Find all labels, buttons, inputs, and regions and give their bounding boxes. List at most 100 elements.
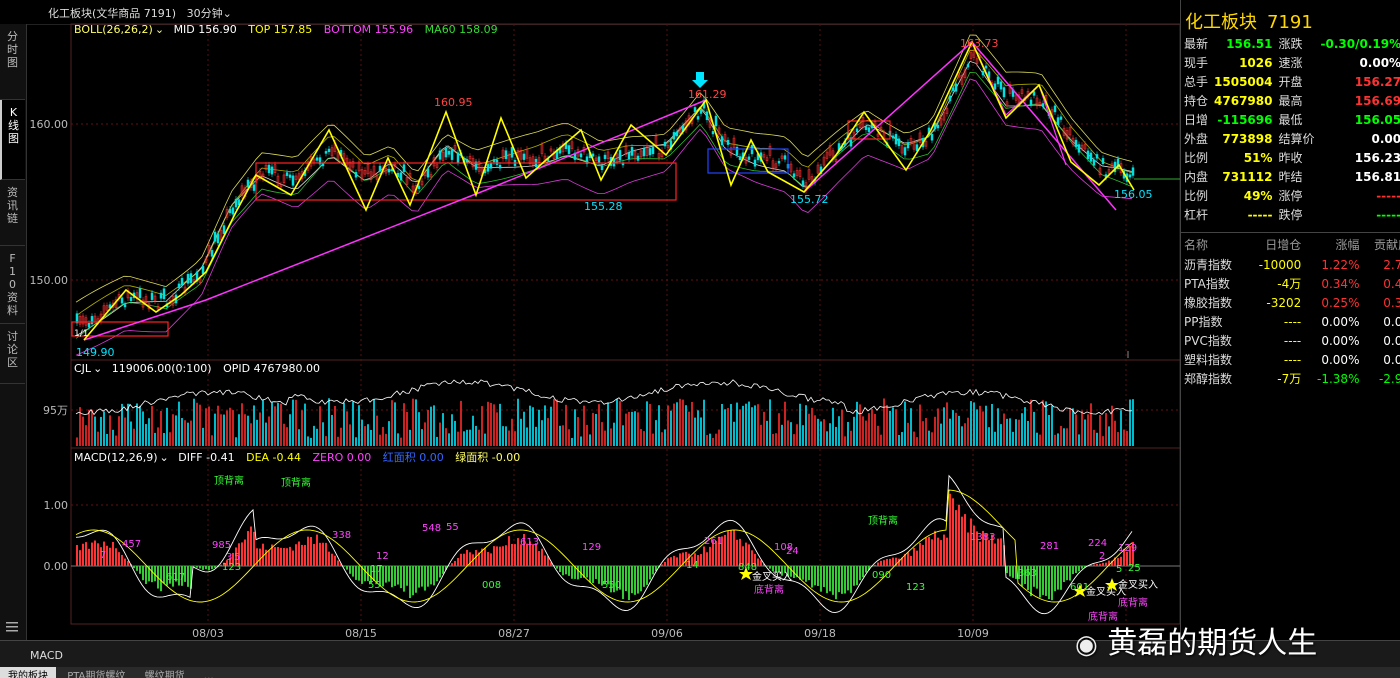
volume-bar xyxy=(484,434,486,446)
kline-chart[interactable]: 160.00 150.00 95万 1.00 0.00 08/03 08/15 … xyxy=(26,0,1180,640)
index-row[interactable]: 塑料指数----0.00%0.00 xyxy=(1181,350,1400,369)
x-tick: 09/06 xyxy=(651,627,683,640)
macd-bar xyxy=(388,566,390,582)
macd-bar xyxy=(115,548,117,566)
quote-row: 杠杆-----跌停----- xyxy=(1181,205,1400,224)
volume-bar xyxy=(838,416,840,446)
candle-body xyxy=(904,148,906,156)
candle-body xyxy=(190,274,192,283)
column-header[interactable]: 日增仓 xyxy=(1246,233,1304,256)
volume-bar xyxy=(622,425,624,446)
column-header[interactable]: 贡献度 xyxy=(1362,233,1400,256)
macd-bar xyxy=(505,545,507,566)
macd-bar xyxy=(1081,566,1083,569)
tab-discussion[interactable]: 讨论区 xyxy=(0,324,25,384)
candle-body xyxy=(121,298,123,303)
chevron-down-icon[interactable]: ⌄ xyxy=(93,362,102,375)
macd-signal: 顶背离 xyxy=(281,476,311,489)
index-chg: -1.38% xyxy=(1304,369,1362,388)
volume-bar xyxy=(559,426,561,446)
candle-body xyxy=(694,107,696,111)
candle-body xyxy=(217,234,219,243)
volume-bar xyxy=(688,412,690,446)
macd-red-area: 红面积 0.00 xyxy=(383,451,444,464)
candle-body xyxy=(247,180,249,187)
index-row[interactable]: 郑醇指数-7万-1.38%-2.94 xyxy=(1181,369,1400,388)
volume-bar xyxy=(1045,401,1047,446)
chevron-down-icon[interactable]: ⌄ xyxy=(160,451,169,464)
macd-bar xyxy=(853,566,855,586)
macd-bar xyxy=(874,565,876,566)
candle-body xyxy=(130,297,132,300)
macd-signal: 底背离 xyxy=(1118,596,1148,609)
volume-bar xyxy=(718,430,720,446)
volume-bar xyxy=(379,435,381,446)
volume-bar xyxy=(1018,420,1020,446)
volume-bar xyxy=(232,410,234,446)
macd-bar xyxy=(460,554,462,566)
volume-bar xyxy=(643,431,645,446)
index-row[interactable]: PVC指数----0.00%0.00 xyxy=(1181,331,1400,350)
tab-kline[interactable]: K线图 xyxy=(0,100,25,180)
macd-bar xyxy=(1057,566,1059,590)
volume-bar xyxy=(1078,434,1080,446)
macd-signal: 金叉买入 xyxy=(752,570,792,583)
macd-bar xyxy=(997,539,999,566)
volume-bar xyxy=(616,399,618,446)
volume-bar xyxy=(1039,435,1041,446)
candle-body xyxy=(721,137,723,145)
volume-bar xyxy=(856,402,858,446)
chevron-down-icon[interactable]: ⌄ xyxy=(155,23,164,36)
bottom-tab[interactable]: 螺纹期货 xyxy=(137,667,193,678)
tab-timeshare[interactable]: 分时图 xyxy=(0,24,25,100)
volume-bar xyxy=(1042,400,1044,446)
candle-body xyxy=(1132,168,1134,176)
macd-bar xyxy=(91,543,93,566)
macd-bar xyxy=(541,549,543,566)
index-inc: ---- xyxy=(1246,312,1304,331)
tab-news[interactable]: 资讯链 xyxy=(0,180,25,246)
macd-num: 55 xyxy=(368,580,381,591)
macd-bar xyxy=(397,566,399,585)
volume-bar xyxy=(664,429,666,446)
quote-title-name: 化工板块 xyxy=(1185,12,1257,33)
volume-bar xyxy=(781,425,783,446)
volume-bar xyxy=(532,407,534,446)
indicator-label[interactable]: MACD xyxy=(30,649,63,662)
band-line xyxy=(76,35,1132,302)
volume-bar xyxy=(325,436,327,446)
candle-body xyxy=(631,147,633,155)
volume-bar xyxy=(859,404,861,446)
volume-bar xyxy=(766,421,768,446)
index-row[interactable]: PTA指数-4万0.34%0.43 xyxy=(1181,274,1400,293)
volume-bar xyxy=(433,405,435,446)
macd-bar xyxy=(1042,566,1044,595)
column-header[interactable]: 名称 xyxy=(1181,233,1246,256)
volume-bar xyxy=(259,412,261,446)
index-name: PVC指数 xyxy=(1181,331,1246,350)
column-header[interactable]: 涨幅 xyxy=(1304,233,1362,256)
volume-bar xyxy=(742,406,744,446)
index-row[interactable]: PP指数----0.00%0.00 xyxy=(1181,312,1400,331)
volume-bar xyxy=(262,399,264,446)
volume-bar xyxy=(403,403,405,446)
volume-bar xyxy=(1108,426,1110,446)
volume-bar xyxy=(298,429,300,446)
index-chg: 0.25% xyxy=(1304,293,1362,312)
menu-icon[interactable] xyxy=(4,620,20,634)
volume-bar xyxy=(934,417,936,446)
macd-bar xyxy=(1099,564,1101,566)
macd-num: 123 xyxy=(222,562,241,573)
volume-bar xyxy=(268,416,270,446)
bottom-tab[interactable]: 我的板块 xyxy=(0,667,56,678)
volume-bar xyxy=(373,399,375,446)
volume-bar xyxy=(100,417,102,446)
tab-f10[interactable]: F10资料 xyxy=(0,246,25,324)
down-arrow-icon xyxy=(692,72,708,88)
volume-bar xyxy=(823,419,825,446)
macd-bar xyxy=(1054,566,1056,591)
bottom-tab[interactable]: PTA期货螺纹 xyxy=(59,667,133,678)
volume-bar xyxy=(892,407,894,446)
